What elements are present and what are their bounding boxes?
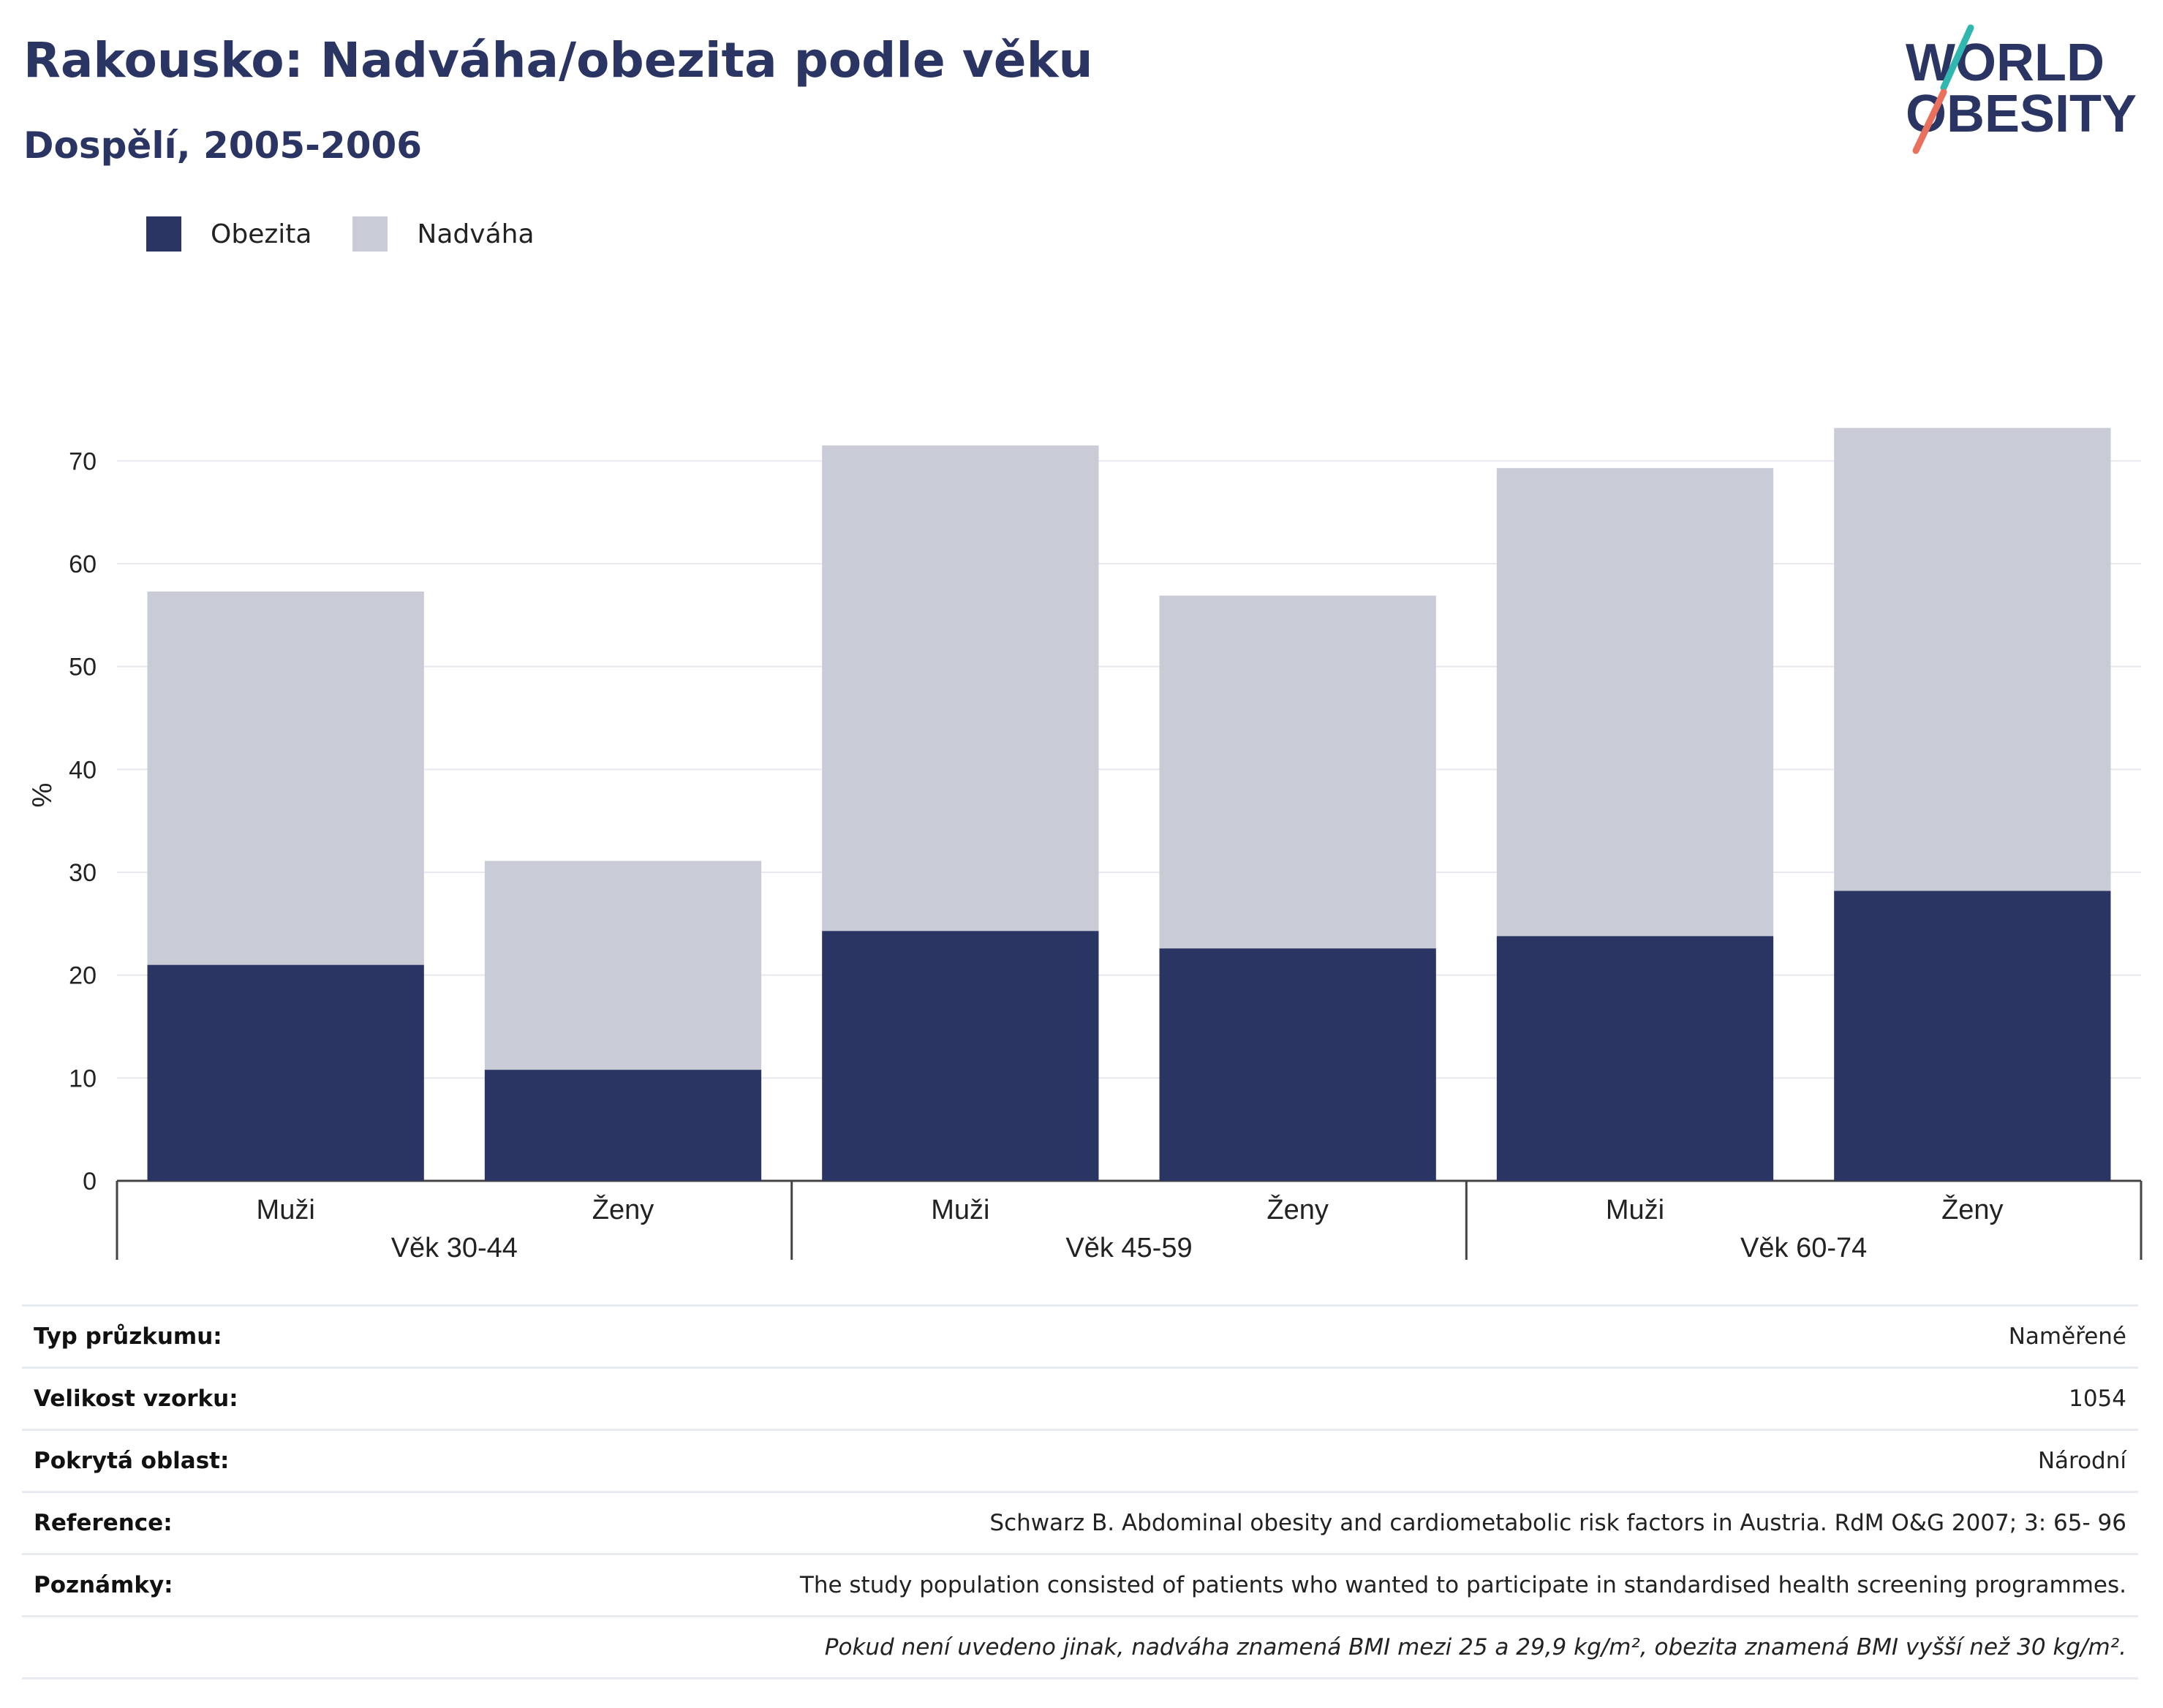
details-row-footnote: Pokud není uvedeno jinak, nadváha znamen…: [22, 1615, 2138, 1679]
legend-label-obesity: Obezita: [211, 219, 312, 249]
details-row-reference: Reference: Schwarz B. Abdominal obesity …: [22, 1491, 2138, 1553]
y-tick-label: 40: [69, 756, 97, 784]
x-tick-label: Muži: [931, 1195, 989, 1225]
footnote-text: Pokud není uvedeno jinak, nadváha znamen…: [824, 1634, 2126, 1660]
bar-obesity: [147, 964, 424, 1181]
details-row-sample-size: Velikost vzorku: 1054: [22, 1367, 2138, 1429]
x-tick-label: Muži: [257, 1195, 315, 1225]
legend-swatch-obesity: [146, 216, 181, 252]
y-tick-label: 70: [69, 447, 97, 475]
details-value: Naměřené: [2008, 1323, 2126, 1350]
logo-slash-teal: [1940, 24, 1974, 91]
logo-slash-coral: [1912, 88, 1947, 154]
chart-subtitle: Dospělí, 2005-2006: [23, 124, 423, 167]
y-tick-label: 20: [69, 962, 97, 990]
legend-label-overweight: Nadváha: [417, 219, 535, 249]
legend-item-overweight[interactable]: Nadváha: [352, 216, 535, 252]
logo-line-1: WORLD: [1906, 34, 2105, 92]
bar-obesity: [1834, 891, 2111, 1181]
details-value: 1054: [2069, 1386, 2126, 1412]
details-label: Reference:: [34, 1510, 173, 1536]
bar-overweight: [1496, 468, 1774, 937]
bar-obesity: [822, 931, 1099, 1181]
y-tick-label: 50: [69, 654, 97, 681]
details-row-notes: Poznámky: The study population consisted…: [22, 1553, 2138, 1615]
x-tick-label: Ženy: [592, 1194, 654, 1225]
details-label: Poznámky:: [34, 1572, 173, 1598]
details-value: The study population consisted of patien…: [799, 1572, 2126, 1598]
details-label: Velikost vzorku:: [34, 1386, 238, 1412]
details-label: Pokrytá oblast:: [34, 1448, 230, 1474]
group-label: Věk 60-74: [1740, 1233, 1867, 1263]
y-tick-label: 10: [69, 1065, 97, 1092]
world-obesity-logo: WORLD OBESITY: [1906, 24, 2137, 154]
legend-swatch-overweight: [352, 216, 388, 252]
details-row-area-covered: Pokrytá oblast: Národní: [22, 1429, 2138, 1491]
y-tick-label: 30: [69, 859, 97, 887]
group-label: Věk 30-44: [391, 1233, 518, 1263]
bar-obesity: [484, 1070, 762, 1181]
y-tick-label: 0: [83, 1168, 97, 1195]
bar-obesity: [1496, 936, 1774, 1181]
legend-item-obesity[interactable]: Obezita: [146, 216, 312, 252]
details-value: Národní: [2037, 1448, 2126, 1474]
x-tick-label: Ženy: [1941, 1194, 2003, 1225]
group-label: Věk 45-59: [1065, 1233, 1192, 1263]
details-table: Typ průzkumu: Naměřené Velikost vzorku: …: [22, 1304, 2138, 1679]
bar-overweight: [1159, 595, 1436, 949]
bar-obesity: [1159, 948, 1436, 1181]
bar-overweight: [1834, 428, 2111, 891]
bar-overweight: [484, 861, 762, 1070]
details-row-survey-type: Typ průzkumu: Naměřené: [22, 1304, 2138, 1367]
chart-legend: Obezita Nadváha: [146, 216, 575, 252]
y-axis-label: %: [27, 783, 58, 808]
x-tick-label: Muži: [1606, 1195, 1664, 1225]
details-value: Schwarz B. Abdominal obesity and cardiom…: [989, 1510, 2126, 1536]
bar-chart: 0 10 20 30 40 50 60 70% Muži Ženy Muži Ženy Muži Ženy…: [27, 428, 2143, 1263]
y-tick-label: 60: [69, 551, 97, 578]
x-tick-label: Ženy: [1267, 1194, 1328, 1225]
chart-title: Rakousko: Nadváha/obezita podle věku: [23, 32, 1093, 88]
details-label: Typ průzkumu:: [34, 1323, 222, 1350]
bar-overweight: [147, 591, 424, 965]
bar-overweight: [822, 445, 1099, 932]
